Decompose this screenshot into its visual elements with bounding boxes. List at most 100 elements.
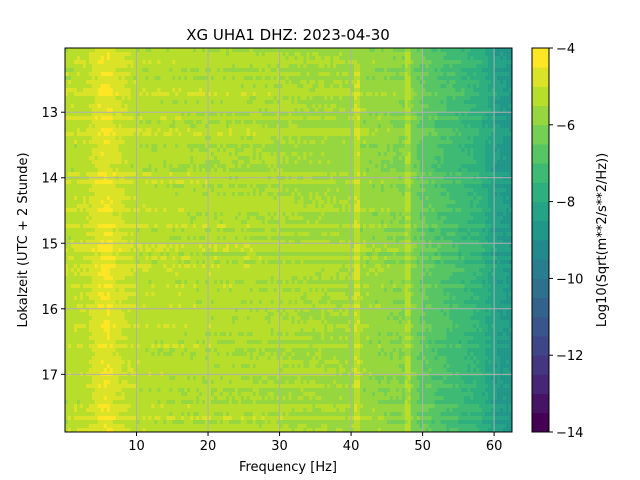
- heatmap-cell: [139, 160, 143, 165]
- heatmap-cell: [371, 132, 376, 137]
- heatmap-cell: [500, 148, 504, 153]
- heatmap-cell: [401, 124, 406, 129]
- heatmap-cell: [339, 60, 343, 65]
- heatmap-cell: [473, 88, 477, 93]
- heatmap-cell: [413, 48, 417, 53]
- heatmap-cell: [240, 168, 245, 173]
- heatmap-cell: [342, 100, 346, 105]
- heatmap-cell: [208, 100, 212, 105]
- heatmap-cell: [258, 68, 263, 73]
- heatmap-cell: [458, 56, 462, 61]
- heatmap-cell: [88, 96, 93, 101]
- heatmap-cell: [294, 124, 298, 129]
- heatmap-cell: [127, 148, 131, 153]
- heatmap-cell: [231, 68, 236, 73]
- heatmap-cell: [345, 136, 349, 141]
- heatmap-cell: [351, 132, 355, 137]
- heatmap-cell: [184, 48, 188, 53]
- heatmap-cell: [148, 96, 152, 101]
- heatmap-cell: [88, 52, 93, 57]
- heatmap-cell: [446, 104, 450, 109]
- heatmap-cell: [339, 76, 343, 81]
- heatmap-cell: [470, 100, 474, 105]
- heatmap-cell: [455, 128, 459, 133]
- heatmap-cell: [258, 140, 263, 145]
- heatmap-cell: [208, 104, 212, 109]
- heatmap-cell: [231, 100, 236, 105]
- heatmap-cell: [199, 156, 203, 161]
- heatmap-cell: [130, 168, 134, 173]
- heatmap-cell: [365, 52, 370, 57]
- heatmap-cell: [246, 140, 251, 145]
- heatmap-cell: [398, 120, 403, 125]
- heatmap-cell: [440, 72, 444, 77]
- heatmap-cell: [97, 84, 102, 89]
- heatmap-cell: [473, 172, 477, 177]
- heatmap-cell: [294, 72, 298, 77]
- heatmap-cell: [431, 140, 435, 145]
- heatmap-cell: [348, 136, 352, 141]
- heatmap-cell: [169, 104, 173, 109]
- heatmap-cell: [354, 56, 358, 61]
- heatmap-cell: [461, 68, 465, 73]
- heatmap-cell: [115, 116, 119, 121]
- heatmap-cell: [76, 144, 81, 149]
- heatmap-cell: [154, 180, 158, 185]
- heatmap-cell: [339, 72, 343, 77]
- heatmap-cell: [100, 156, 105, 161]
- heatmap-cell: [211, 72, 215, 77]
- heatmap-cell: [383, 144, 388, 149]
- heatmap-cell: [193, 140, 197, 145]
- heatmap-cell: [306, 56, 310, 61]
- heatmap-cell: [395, 136, 400, 141]
- heatmap-cell: [431, 108, 435, 113]
- heatmap-cell: [166, 64, 170, 69]
- heatmap-cell: [354, 92, 358, 97]
- heatmap-cell: [97, 128, 102, 133]
- heatmap-cell: [187, 68, 191, 73]
- heatmap-cell: [115, 108, 119, 113]
- heatmap-cell: [211, 140, 215, 145]
- heatmap-cell: [461, 172, 465, 177]
- heatmap-cell: [294, 104, 298, 109]
- heatmap-cell: [136, 156, 140, 161]
- heatmap-cell: [365, 64, 370, 69]
- heatmap-cell: [351, 124, 355, 129]
- heatmap-cell: [214, 132, 218, 137]
- heatmap-cell: [139, 48, 143, 53]
- heatmap-cell: [109, 168, 114, 173]
- heatmap-cell: [404, 108, 409, 113]
- heatmap-cell: [219, 116, 224, 121]
- heatmap-cell: [458, 108, 462, 113]
- heatmap-cell: [437, 116, 441, 121]
- heatmap-cell: [85, 128, 90, 133]
- heatmap-cell: [202, 160, 206, 165]
- heatmap-cell: [506, 52, 510, 57]
- heatmap-cell: [142, 48, 146, 53]
- heatmap-cell: [211, 148, 215, 153]
- heatmap-cell: [109, 116, 114, 121]
- heatmap-cell: [88, 124, 93, 129]
- heatmap-cell: [371, 116, 376, 121]
- heatmap-cell: [243, 76, 248, 81]
- heatmap-cell: [70, 120, 75, 125]
- heatmap-cell: [243, 152, 248, 157]
- heatmap-cell: [252, 100, 257, 105]
- heatmap-cell: [413, 132, 417, 137]
- heatmap-cell: [65, 156, 69, 161]
- heatmap-cell: [285, 96, 289, 101]
- heatmap-cell: [416, 104, 420, 109]
- heatmap-cell: [371, 56, 376, 61]
- heatmap-cell: [303, 164, 307, 169]
- heatmap-cell: [151, 84, 155, 89]
- heatmap-cell: [416, 140, 420, 145]
- heatmap-cell: [154, 140, 158, 145]
- heatmap-cell: [219, 84, 224, 89]
- heatmap-cell: [73, 164, 78, 169]
- heatmap-cell: [249, 116, 254, 121]
- heatmap-cell: [449, 80, 453, 85]
- heatmap-cell: [339, 132, 343, 137]
- heatmap-cell: [404, 148, 409, 153]
- heatmap-cell: [196, 156, 200, 161]
- heatmap-cell: [172, 72, 176, 77]
